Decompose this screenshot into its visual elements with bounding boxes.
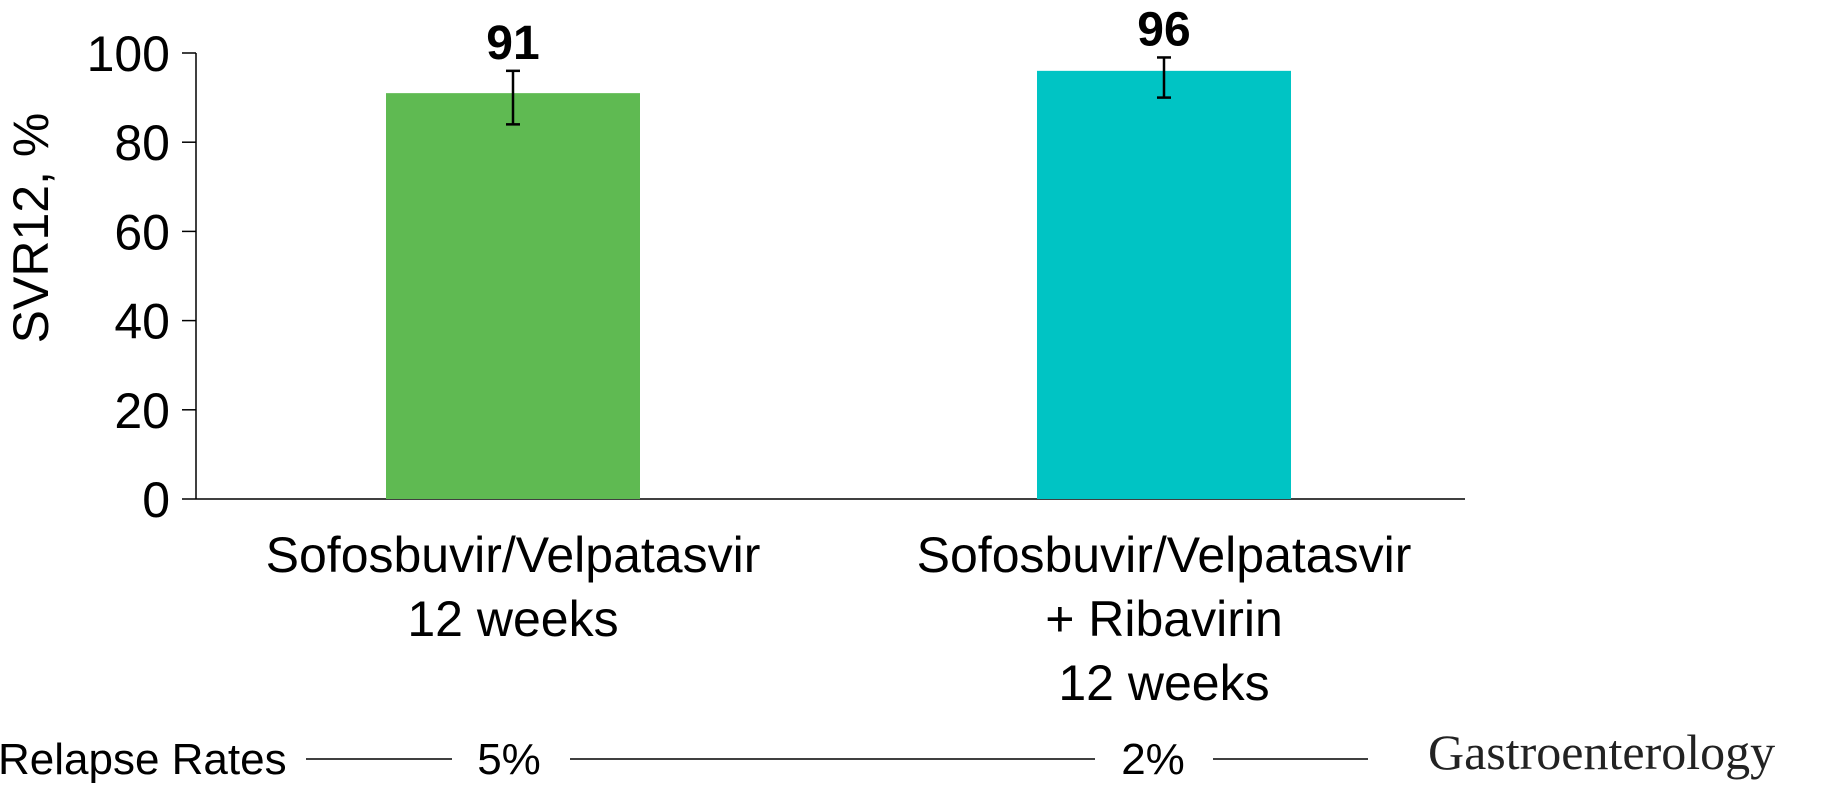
- relapse-rate-value-1: 5%: [477, 735, 541, 784]
- data-label: 96: [1137, 3, 1190, 56]
- data-label: 91: [486, 17, 539, 70]
- x-category-label: Sofosbuvir/Velpatasvir: [917, 527, 1412, 583]
- x-category-label: + Ribavirin: [1045, 591, 1283, 647]
- bar: [386, 93, 640, 499]
- relapse-rates-row: Relapse Rates 5% 2%: [0, 735, 1368, 784]
- category-labels: Sofosbuvir/Velpatasvir 12 weeks Sofosbuvir…: [266, 527, 1412, 711]
- data-labels: 91 96: [486, 3, 1190, 69]
- error-bars: [506, 56, 1171, 126]
- bar: [1037, 70, 1291, 499]
- y-tick-label: 40: [114, 294, 170, 350]
- x-category-label: 12 weeks: [1058, 655, 1269, 711]
- x-category-label: 12 weeks: [407, 591, 618, 647]
- y-axis: 0 20 40 60 80 100: [87, 26, 1465, 528]
- x-category-label: Sofosbuvir/Velpatasvir: [266, 527, 761, 583]
- y-tick-label: 80: [114, 115, 170, 171]
- journal-logo: Gastroenterology: [1428, 724, 1775, 780]
- bars: [386, 70, 1291, 499]
- y-tick-label: 100: [87, 26, 170, 82]
- y-tick-label: 20: [114, 383, 170, 439]
- relapse-rate-value-2: 2%: [1121, 735, 1185, 784]
- y-tick-label: 0: [142, 472, 170, 528]
- relapse-rates-label: Relapse Rates: [0, 735, 287, 784]
- y-axis-title: SVR12, %: [3, 113, 59, 344]
- y-tick-label: 60: [114, 204, 170, 260]
